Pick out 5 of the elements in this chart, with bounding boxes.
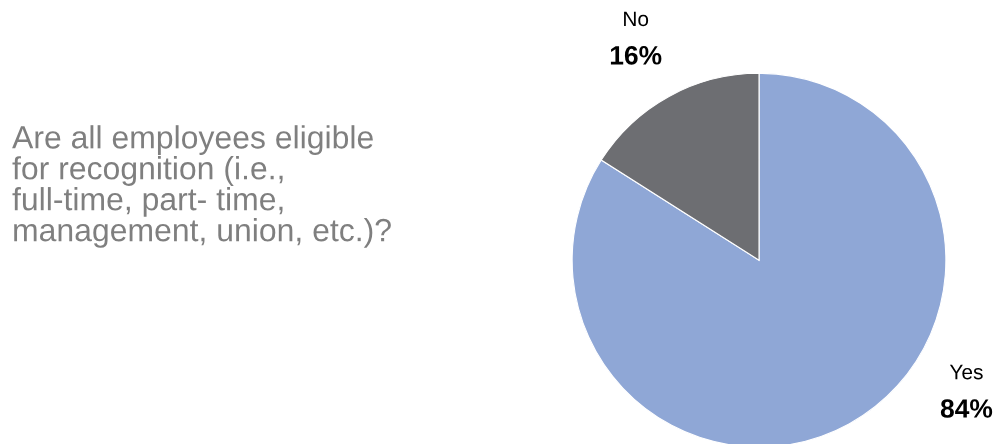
data-label: 16%: [610, 45, 662, 65]
data-label: 84%: [940, 399, 993, 418]
slice-label: Yes: [949, 364, 983, 380]
text: Are all employees eligible for recognition (i.e., full-time, part- time, management, union, etc.)?: [12, 125, 391, 248]
slice-label: No: [624, 11, 649, 27]
